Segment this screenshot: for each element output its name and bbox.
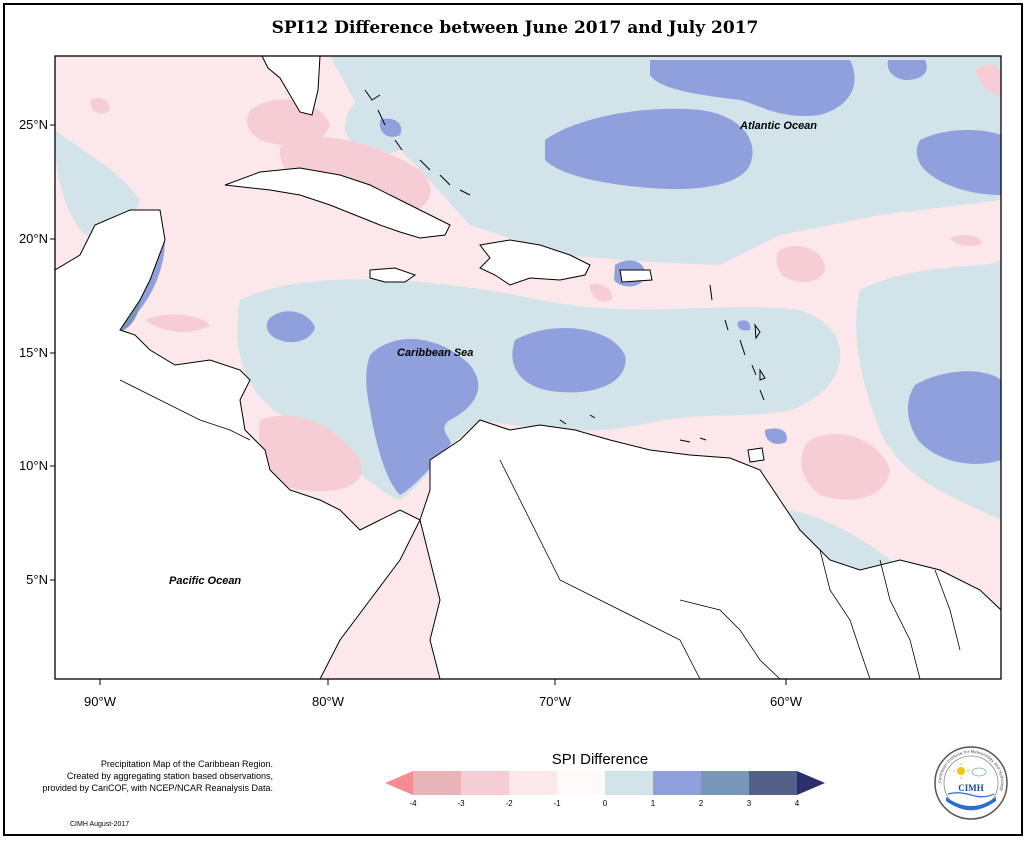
figure-frame [3,3,1023,836]
legend-tick: 3 [746,799,752,808]
puerto-rico [619,269,653,283]
central-america [55,209,421,679]
colorbar-seg-6 [653,771,701,795]
colorbar-seg-7 [701,771,749,795]
description-line: Created by aggregating station based obs… [66,771,273,781]
jamaica [369,267,417,283]
colorbar-seg-9 [797,771,825,795]
spi-field [55,56,1001,679]
cloud-icon [971,767,987,777]
legend-tick: -2 [505,799,513,808]
colorbar-seg-0 [385,771,413,795]
lon-tick-90w: 90°W [84,694,116,709]
lon-tick-80w: 80°W [312,694,344,709]
colorbar-seg-4 [557,771,605,795]
wave-icon [946,797,996,810]
description-line: Precipitation Map of the Caribbean Regio… [100,759,273,769]
hispaniola [479,239,591,286]
description-line: provided by CariCOF, with NCEP/NCAR Rean… [42,783,273,793]
colorbar-seg-5 [605,771,653,795]
colorbar-seg-2 [461,771,509,795]
legend-tick: 0 [602,799,608,808]
logo-text: CIMH [958,783,984,793]
pacific-ocean-label: Pacific Ocean [169,575,242,587]
colorbar [385,771,825,795]
map-title: SPI12 Difference between June 2017 and J… [271,18,759,38]
colorbar-seg-3 [509,771,557,795]
map-border [54,55,1002,680]
lon-tick-70w: 70°W [539,694,571,709]
land-masses [55,56,1001,679]
lat-tick-20n: 20°N [18,231,48,246]
country-borders [119,379,961,679]
legend-tick: -1 [553,799,561,808]
lat-tick-10n: 10°N [18,458,48,473]
colorbar-seg-1 [413,771,461,795]
sun-icon [957,767,965,775]
map-description: Precipitation Map of the Caribbean Regio… [8,758,273,794]
atlantic-ocean-label: Atlantic Ocean [740,120,818,132]
legend-tick: -4 [409,799,417,808]
credit-text: CIMH August-2017 [70,821,130,828]
lat-tick-5n: 5°N [26,572,48,587]
cimh-logo: CIMH Caribbean Institute for Meteorology… [934,746,1008,820]
legend-tick: -3 [457,799,465,808]
trinidad [747,447,765,463]
small-islands [364,89,766,443]
caribbean-sea-label: Caribbean Sea [397,347,474,359]
legend-tick: 4 [794,799,800,808]
legend-tick: 1 [650,799,656,808]
legend-title: SPI Difference [551,751,649,768]
lon-tick-60w: 60°W [770,694,802,709]
sun-rays-icon [953,763,969,779]
legend-tick: 2 [698,799,704,808]
colorbar-seg-8 [749,771,797,795]
lat-tick-15n: 15°N [18,345,48,360]
south-america [419,419,1001,679]
florida [261,56,321,116]
lat-tick-25n: 25°N [18,117,48,132]
cuba [224,167,451,239]
axis-ticks [50,124,787,685]
